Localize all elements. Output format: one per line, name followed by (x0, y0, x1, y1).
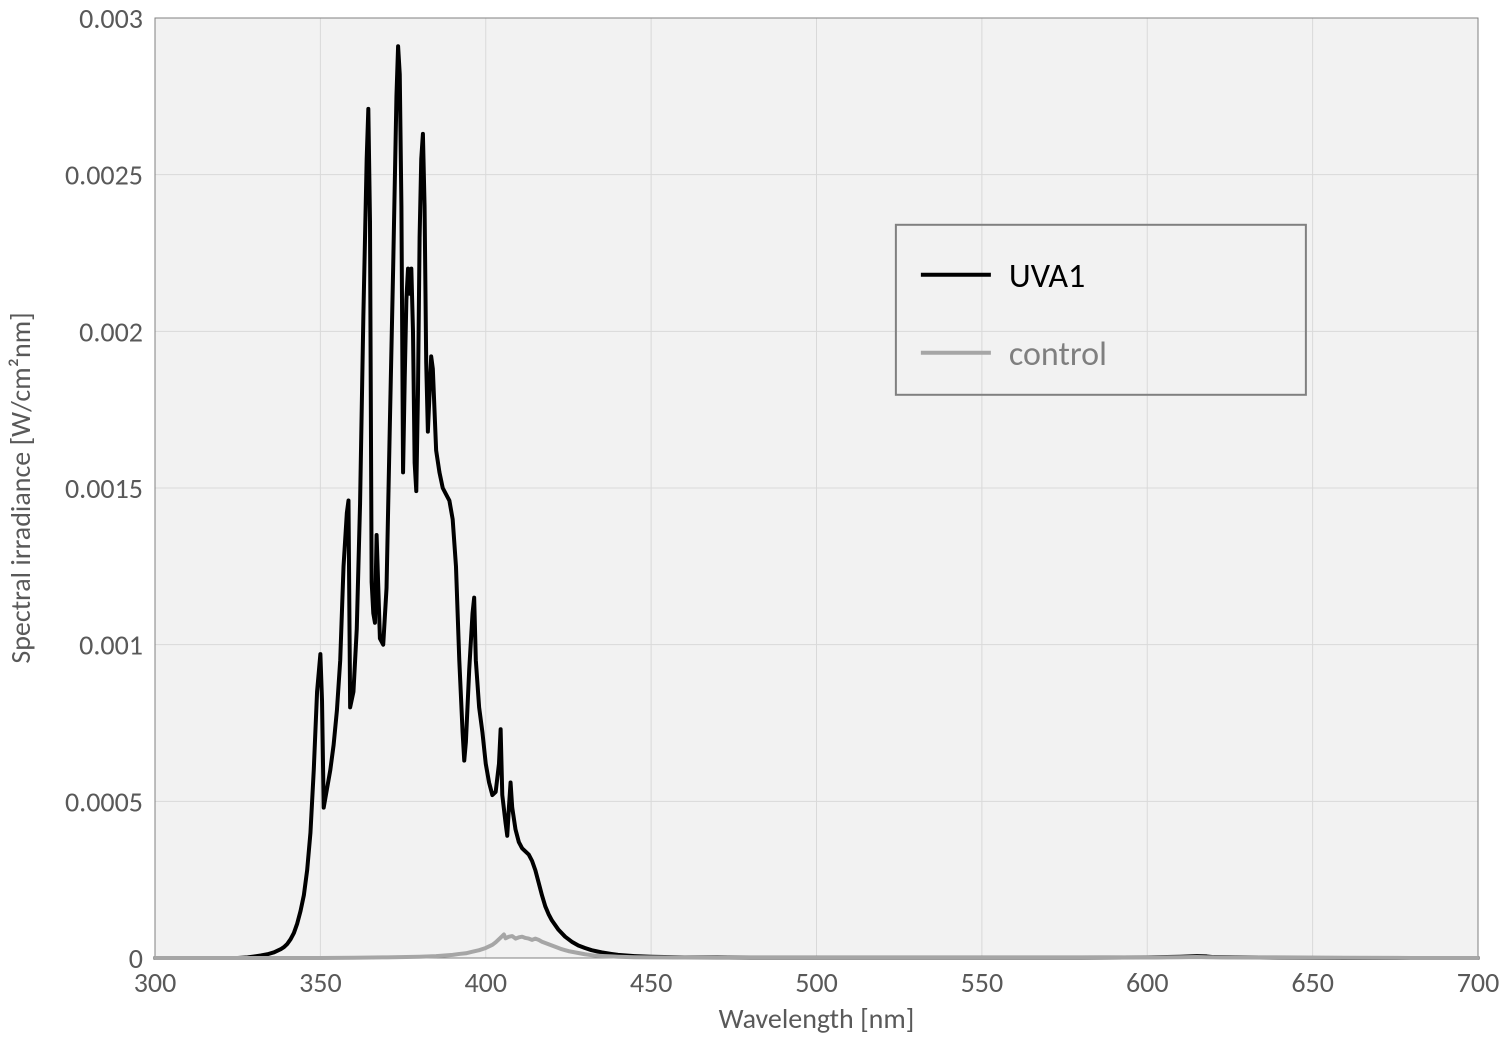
x-tick-label: 550 (961, 965, 1004, 1000)
x-tick-label: 650 (1291, 965, 1334, 1000)
y-axis-title: Spectral irradiance [W/cm²nm] (3, 312, 38, 663)
y-tick-label: 0 (129, 941, 143, 976)
y-tick-label: 0.0015 (65, 471, 143, 506)
legend-label-UVA1: UVA1 (1009, 256, 1085, 297)
y-tick-label: 0.0025 (65, 158, 143, 193)
x-tick-label: 450 (630, 965, 673, 1000)
x-axis-title: Wavelength [nm] (719, 1001, 915, 1036)
y-tick-label: 0.003 (79, 1, 143, 36)
x-tick-label: 700 (1457, 965, 1500, 1000)
x-tick-label: 500 (795, 965, 838, 1000)
x-tick-label: 400 (464, 965, 507, 1000)
x-tick-label: 600 (1126, 965, 1169, 1000)
spectral-irradiance-chart: 30035040045050055060065070000.00050.0010… (0, 0, 1500, 1038)
legend-label-control: control (1009, 334, 1107, 375)
y-tick-label: 0.002 (79, 314, 143, 349)
y-tick-label: 0.0005 (65, 784, 143, 819)
x-tick-label: 350 (299, 965, 342, 1000)
chart-svg: 30035040045050055060065070000.00050.0010… (0, 0, 1500, 1038)
y-tick-label: 0.001 (79, 628, 143, 663)
